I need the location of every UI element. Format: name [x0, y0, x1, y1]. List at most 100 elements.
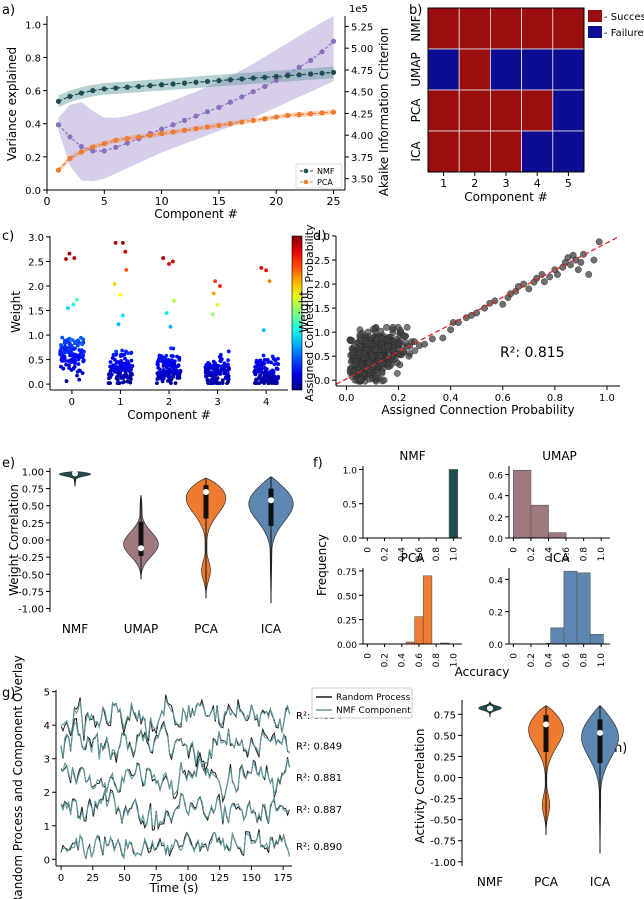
aic-band [58, 16, 334, 182]
weight-point [122, 379, 127, 384]
x-tick-label: 1 [117, 397, 123, 408]
weight-point [120, 313, 125, 318]
x-tick-label: 100 [178, 873, 197, 884]
y-tick-label: 3 [44, 755, 50, 766]
x-tick-label: 0.4 [545, 653, 555, 668]
weight-point [113, 240, 118, 245]
connection-point [590, 256, 598, 264]
connection-point [393, 369, 401, 377]
x-tick-label: 25 [86, 873, 99, 884]
weight-point [178, 370, 183, 375]
nmf-point [285, 73, 291, 79]
x-tick-label: 4 [263, 397, 269, 408]
nmf-point [204, 78, 211, 85]
weight-point [276, 356, 280, 361]
panel-label-a: a) [2, 3, 15, 18]
weight-point [118, 362, 123, 367]
subplot-title: UMAP [542, 449, 577, 463]
connection-point [421, 340, 428, 348]
pca-point [216, 122, 222, 128]
weight-point [129, 350, 134, 355]
weight-point [211, 359, 216, 364]
weight-point [213, 279, 218, 284]
y-tick-label: 0.0 [25, 186, 41, 197]
y2-tick-label: 3.50 [351, 175, 373, 186]
weight-point [168, 324, 173, 329]
y-tick-label: -0.50 [430, 816, 456, 827]
weight-point [122, 362, 127, 367]
x-tick-label: 0.4 [398, 653, 408, 668]
pca-point [101, 141, 107, 147]
x-axis-label: Component # [154, 207, 238, 221]
y-tick-label: -0.75 [430, 837, 456, 848]
y-tick-label: 0.5 [28, 356, 44, 367]
pca-point [113, 137, 119, 143]
weight-point [220, 381, 225, 386]
connection-point [403, 323, 411, 331]
histogram-bar [550, 627, 565, 645]
weight-point [122, 352, 127, 357]
weight-point [108, 364, 113, 369]
panel-label-c: c) [2, 229, 14, 244]
heatmap-cell [552, 7, 585, 50]
weight-point [164, 311, 169, 315]
panel-c-chart: 0 1 2 3 4 0.0 0.5 1.0 1.5 2.0 2.5 3.0 Component # Wei… [9, 224, 316, 422]
weight-point [71, 302, 76, 307]
weight-point [224, 375, 229, 380]
colorbar [291, 235, 303, 391]
weight-point [257, 381, 262, 386]
histogram-bar [422, 575, 433, 645]
pca-point [170, 129, 176, 135]
y-tick-label: -0.25 [18, 553, 44, 564]
weight-point [111, 363, 116, 368]
weight-point [172, 359, 177, 364]
weight-point [69, 343, 74, 348]
x-tick-label: PCA [534, 875, 559, 889]
nmf-point [170, 81, 176, 87]
pca-point [136, 134, 142, 140]
weight-point [175, 354, 179, 359]
y-tick-label: 2.5 [314, 256, 330, 267]
weight-point [108, 372, 113, 377]
legend-failure-swatch [588, 26, 602, 38]
y-tick-label: 1 [44, 822, 50, 833]
weight-point [205, 378, 210, 383]
histogram-bar [448, 469, 458, 539]
weight-point [208, 371, 213, 375]
x-tick-label: 50 [118, 873, 131, 884]
nmf-point [250, 75, 256, 81]
r2-annotation: R²: 0.881 [296, 773, 342, 784]
legend-random-label: Random Process [336, 693, 411, 703]
connection-point [347, 337, 354, 344]
subplot-title: ICA [549, 551, 570, 565]
weight-point [112, 282, 117, 286]
x-tick-label: 5 [565, 177, 572, 190]
weight-point [60, 359, 65, 363]
x-tick-label: 0.8 [432, 547, 442, 562]
weight-point [77, 377, 82, 382]
connection-point [394, 323, 402, 331]
connection-point [389, 347, 397, 354]
y-axis-label: Weight [297, 291, 311, 333]
weight-point [81, 353, 86, 357]
y-tick-label: -1.00 [18, 605, 44, 616]
aic-point [78, 143, 84, 150]
x-tick-label: 10 [155, 195, 169, 208]
aic-point [204, 109, 211, 115]
heatmap-cell [458, 7, 491, 50]
connection-point [349, 349, 356, 357]
pca-point [239, 119, 245, 125]
connection-point [370, 325, 377, 333]
y-tick-label: 1.5 [314, 304, 330, 315]
connection-point [369, 363, 376, 371]
histogram-bar [513, 469, 532, 539]
weight-point [264, 367, 269, 372]
x-tick-label: 4 [534, 177, 541, 190]
y-tick-label: 0.00 [434, 774, 456, 785]
violin-iqr [597, 719, 603, 763]
y-tick-label: -0.25 [430, 795, 456, 806]
weight-point [167, 262, 171, 266]
weight-point [121, 376, 126, 380]
aic-point [193, 113, 199, 119]
panel-label-f: f) [313, 456, 323, 471]
